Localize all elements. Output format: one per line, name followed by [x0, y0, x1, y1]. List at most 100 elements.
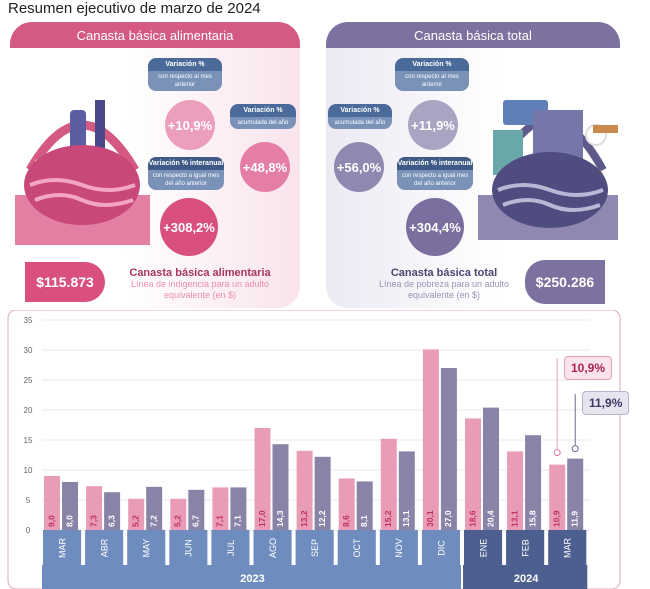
y-tick-label: 10 — [24, 466, 33, 475]
month-cell — [127, 530, 166, 565]
month-cell — [337, 530, 376, 565]
bar-alimentaria — [170, 498, 187, 530]
bar-value-label: 27,0 — [443, 510, 453, 527]
bar-total — [272, 444, 289, 530]
month-label: MAY — [142, 539, 152, 558]
bar-value-label: 6,7 — [191, 515, 201, 527]
bar-total — [104, 492, 121, 530]
variacion-mensual-value: +11,9% — [408, 100, 458, 150]
bar-alimentaria — [128, 498, 145, 530]
bar-total — [146, 486, 163, 530]
year-label: 2024 — [514, 573, 539, 585]
page-title: Resumen ejecutivo de marzo de 2024 — [8, 0, 261, 17]
bar-alimentaria — [44, 476, 60, 530]
y-tick-label: 25 — [24, 376, 33, 385]
bar-value-label: 9,0 — [46, 515, 56, 527]
bar-alimentaria — [86, 486, 103, 530]
callout-alimentaria: 10,9% — [564, 356, 613, 380]
bar-value-label: 12,2 — [317, 510, 327, 527]
caption: Canasta básica alimentaria Línea de indi… — [129, 267, 271, 301]
variacion-acumulada-value: +56,0% — [334, 142, 384, 192]
month-label: JUL — [226, 540, 236, 556]
month-label: DIC — [436, 540, 446, 556]
bar-value-label: 5,2 — [130, 515, 140, 527]
month-label: NOV — [394, 538, 404, 558]
bar-value-label: 15,2 — [383, 510, 393, 527]
month-label: AGO — [268, 538, 278, 558]
month-cell — [253, 530, 292, 565]
bar-alimentaria — [507, 451, 524, 530]
month-cell — [548, 530, 587, 565]
month-label: MAR — [57, 538, 67, 559]
month-label: OCT — [352, 538, 362, 558]
month-label: FEB — [521, 539, 531, 557]
bar-value-label: 7,2 — [148, 515, 158, 527]
panel-canasta-total: Canasta básica total Variación % con res… — [326, 22, 620, 308]
year-band — [463, 565, 588, 589]
bar-total — [188, 489, 205, 530]
month-label: MAR — [563, 538, 573, 559]
bar-alimentaria — [549, 464, 566, 530]
bar-alimentaria — [465, 418, 481, 530]
variacion-acumulada-label: Variación % acumulada del año — [230, 104, 296, 129]
bar-value-label: 8,6 — [341, 515, 351, 527]
bar-total — [483, 407, 499, 530]
variacion-interanual-value: +308,2% — [160, 198, 218, 256]
month-cell — [85, 530, 124, 565]
bar-value-label: 15,8 — [527, 510, 537, 527]
variacion-acumulada-label: Variación % acumulada del año — [328, 104, 392, 129]
month-label: SEP — [310, 539, 320, 557]
monthly-variation-bar-chart: 0 5 10 15 20 25 30 35 MAR 9,0 8,0 ABR 7,3 6,3 MAY 5,2 7,… — [7, 310, 621, 589]
bar-value-label: 7,3 — [88, 515, 98, 527]
bar-alimentaria — [254, 428, 271, 530]
bar-total — [525, 435, 542, 530]
year-band — [42, 565, 461, 589]
caption: Canasta básica total Línea de pobreza pa… — [378, 267, 510, 301]
callout-dot — [571, 445, 579, 453]
variacion-mensual-label: Variación % con respecto al mes anterior — [148, 58, 222, 91]
bar-total — [230, 487, 247, 530]
bar-alimentaria — [338, 478, 355, 530]
panel-header: Canasta básica alimentaria — [10, 22, 300, 48]
bar-total — [356, 481, 373, 530]
month-label: JUN — [184, 539, 194, 557]
panel-header: Canasta básica total — [326, 22, 620, 48]
basket-food-illustration — [15, 100, 150, 245]
y-tick-label: 20 — [24, 406, 33, 415]
variacion-acumulada-value: +48,8% — [240, 142, 290, 192]
y-tick-label: 15 — [24, 436, 33, 445]
y-tick-label: 35 — [24, 316, 33, 325]
bar-alimentaria — [422, 349, 439, 530]
bar-alimentaria — [380, 438, 397, 530]
bar-value-label: 10,9 — [551, 510, 561, 527]
bar-value-label: 5,2 — [173, 515, 183, 527]
bar-value-label: 11,9 — [569, 511, 579, 527]
month-cell — [169, 530, 208, 565]
bar-value-label: 7,1 — [233, 515, 243, 527]
bar-total — [314, 456, 331, 530]
price-badge: $115.873 — [25, 262, 105, 302]
variacion-interanual-label: Variación % interanual con respecto a ig… — [397, 157, 473, 190]
month-label: ABR — [100, 538, 110, 557]
callout-total: 11,9% — [582, 391, 630, 415]
bar-value-label: 7,1 — [215, 515, 225, 527]
bar-value-label: 13,1 — [401, 510, 411, 527]
panel-canasta-alimentaria: Canasta básica alimentaria Variación % c… — [10, 22, 300, 308]
month-cell — [506, 530, 545, 565]
bar-value-label: 30,1 — [425, 510, 435, 527]
y-tick-label: 5 — [26, 496, 31, 505]
bar-total — [62, 482, 78, 530]
month-cell — [379, 530, 418, 565]
variacion-interanual-value: +304,4% — [406, 198, 464, 256]
month-label: ENE — [478, 539, 488, 558]
bar-value-label: 13,2 — [299, 510, 309, 527]
variacion-mensual-value: +10,9% — [165, 100, 215, 150]
month-cell — [211, 530, 250, 565]
variacion-mensual-label: Variación % con respecto al mes anterior — [395, 58, 469, 91]
bar-total — [398, 451, 415, 530]
bar-alimentaria — [212, 487, 229, 530]
month-cell — [421, 530, 460, 565]
bar-value-label: 18,6 — [467, 510, 477, 527]
month-cell — [464, 530, 503, 565]
y-tick-label: 30 — [24, 346, 33, 355]
